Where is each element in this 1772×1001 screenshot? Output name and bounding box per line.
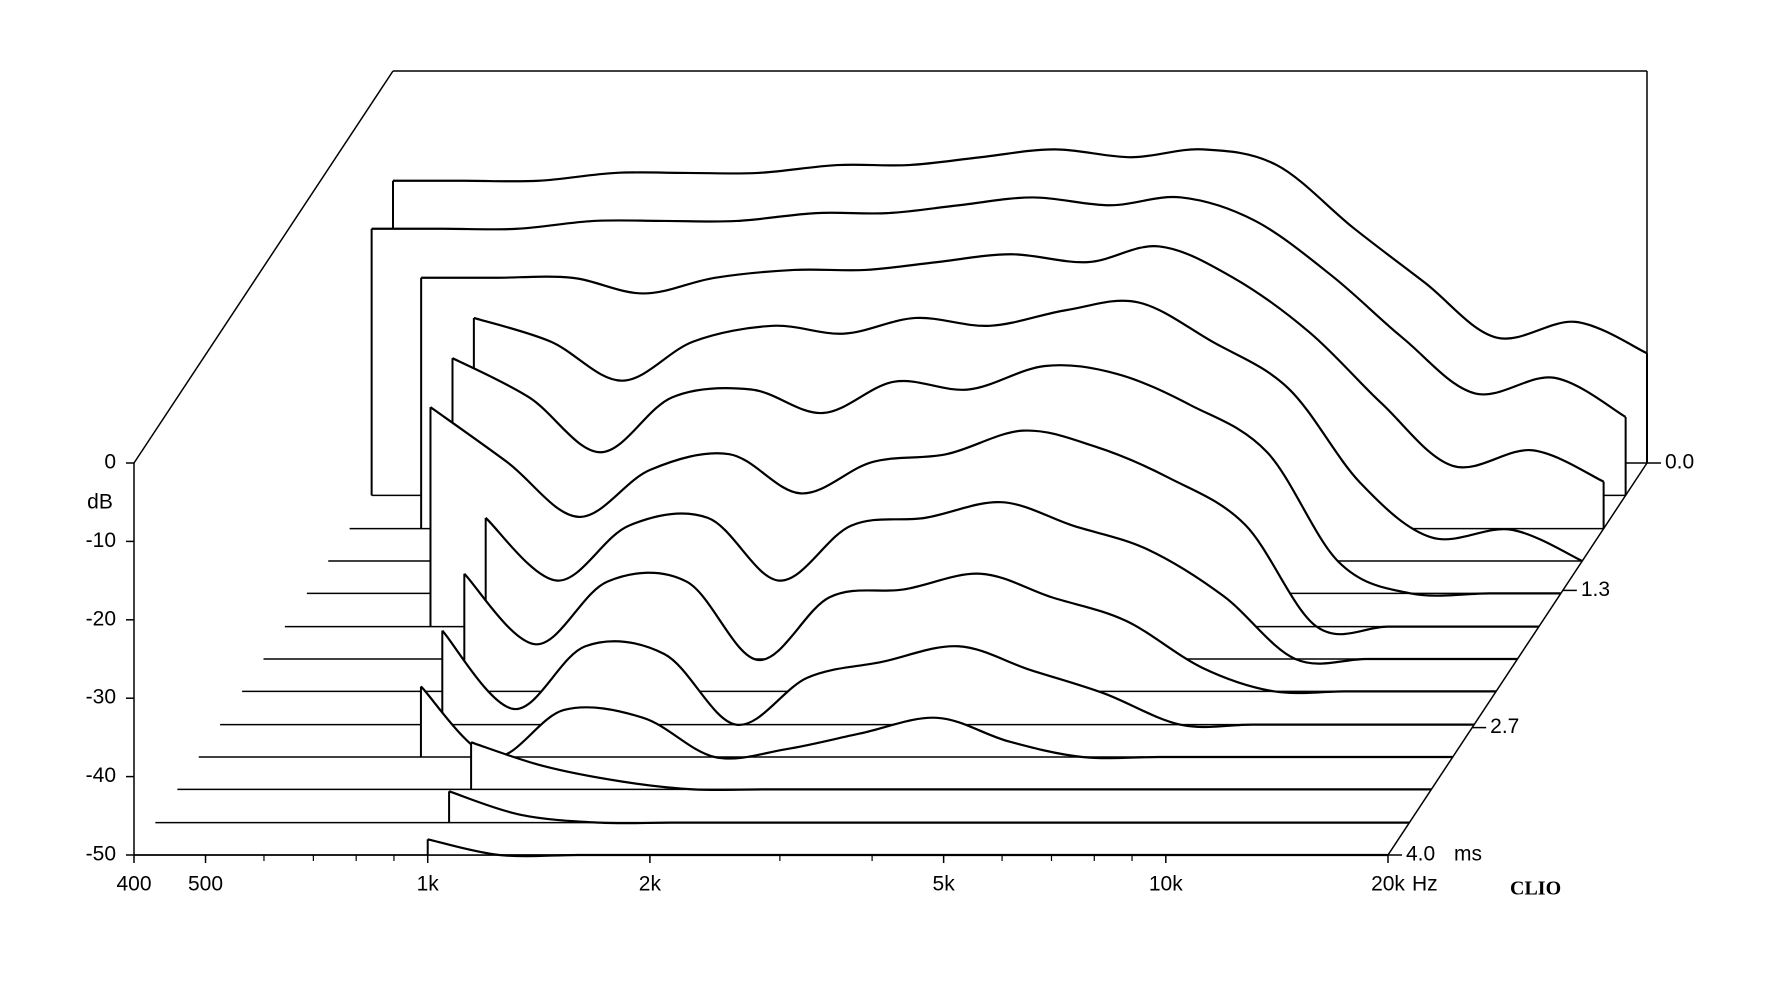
y-tick-label: -10 [86, 529, 116, 552]
slice-fill [464, 572, 1497, 694]
z-tick-label: 2.7 [1490, 715, 1519, 738]
y-tick-label: 0 [104, 451, 116, 474]
z-unit: ms [1454, 843, 1482, 866]
x-tick-label: 20k [1371, 873, 1405, 896]
slice-fill [427, 839, 1388, 857]
y-tick-label: -50 [86, 843, 116, 866]
slice-curve [429, 406, 1539, 636]
x-unit: Hz [1412, 873, 1438, 896]
slice-fill [449, 791, 1410, 824]
slice-curve [427, 838, 1388, 858]
slice-curve [448, 790, 1410, 825]
slice-fill [471, 742, 1432, 790]
z-tick-label: 0.0 [1665, 451, 1694, 474]
slice-curve [420, 685, 1453, 760]
slice-fill [420, 686, 1453, 759]
slice-curve [463, 571, 1497, 695]
slice-curve [473, 299, 1583, 563]
slice-curve [470, 741, 1432, 792]
slice-curve [451, 357, 1561, 597]
x-tick-label: 500 [188, 873, 223, 896]
x-tick-label: 10k [1149, 873, 1183, 896]
y-axis-label: dB [87, 491, 113, 514]
z-tick-label: 1.3 [1581, 578, 1610, 601]
y-tick-label: -40 [86, 764, 116, 787]
x-tick-label: 2k [639, 873, 662, 896]
frame-line [133, 70, 394, 464]
slice-curve [392, 148, 1648, 355]
slice-curve [484, 501, 1518, 665]
slice-curve [421, 245, 1605, 483]
z-tick-label: 4.0 [1406, 843, 1435, 866]
x-tick-label: 1k [417, 873, 440, 896]
y-tick-label: -30 [86, 686, 116, 709]
slice-curve [441, 629, 1475, 729]
slice-curve [371, 195, 1627, 418]
brand: CLIO [1510, 878, 1561, 900]
slice-fill [442, 630, 1475, 727]
y-tick-label: -20 [86, 607, 116, 630]
x-tick-label: 400 [116, 873, 151, 896]
x-tick-label: 5k [933, 873, 956, 896]
